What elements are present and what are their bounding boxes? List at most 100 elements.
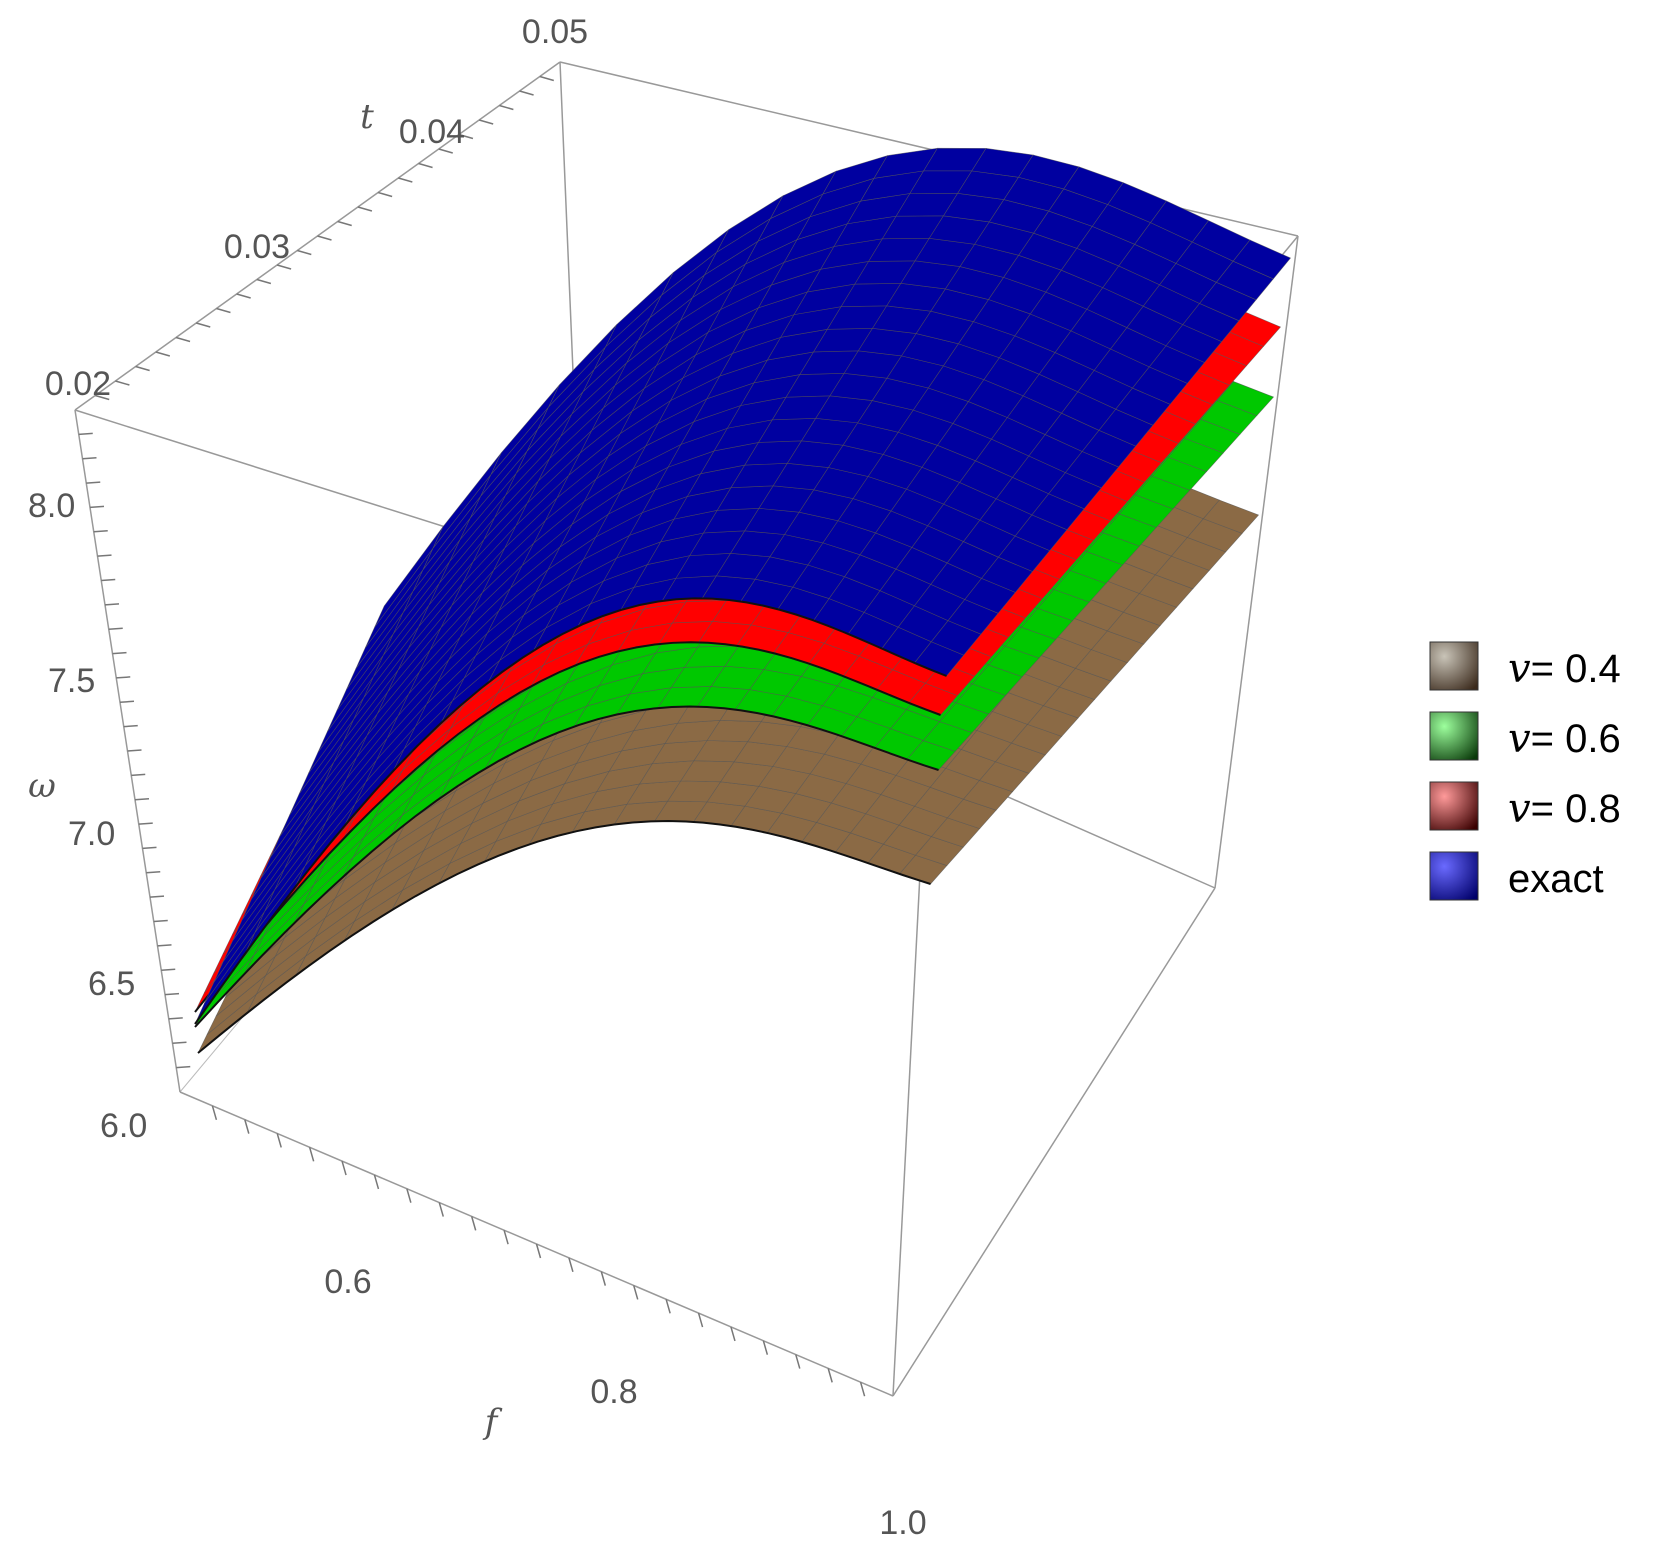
- omega-tick: [146, 871, 161, 874]
- omega-tick: [172, 1041, 187, 1045]
- surface-edge: [194, 597, 947, 1025]
- t-tick: [276, 264, 292, 270]
- f-axis-label: f: [482, 1402, 503, 1442]
- t-tick: [256, 278, 272, 285]
- f-tick: [341, 1160, 347, 1176]
- surface-cell: [1232, 239, 1292, 280]
- legend-label-v08: v= 0.8: [1508, 786, 1621, 832]
- omega-tick: [127, 749, 142, 752]
- t-tick: [115, 380, 130, 386]
- f-tick: [665, 1299, 671, 1314]
- f-tick-label: 0.8: [590, 1373, 637, 1411]
- t-tick: [216, 307, 231, 314]
- f-tick-label: 0.6: [324, 1263, 371, 1301]
- omega-tick: [149, 895, 165, 898]
- legend-label-v06: v= 0.6: [1508, 716, 1621, 762]
- omega-tick-label: 8.0: [28, 487, 75, 525]
- legend-swatch-v04: [1429, 641, 1479, 691]
- legend-label-exact: exact: [1508, 857, 1604, 901]
- f-tick: [276, 1133, 282, 1148]
- legend-swatch-v06: [1429, 711, 1479, 761]
- t-tick: [236, 293, 251, 299]
- t-tick-label: 0.03: [224, 228, 290, 266]
- f-tick: [600, 1271, 607, 1286]
- omega-tick: [176, 1065, 191, 1069]
- omega-tick: [168, 1017, 183, 1020]
- f-tick-label: 1.0: [879, 1504, 926, 1541]
- f-tick: [762, 1340, 769, 1355]
- t-tick: [95, 394, 110, 401]
- t-tick: [458, 133, 474, 140]
- t-tick-label: 0.02: [45, 365, 111, 403]
- omega-tick: [134, 797, 150, 801]
- legend: v= 0.4 v= 0.6 v= 0.8 exact: [1429, 641, 1621, 901]
- t-tick-label: 0.05: [522, 13, 588, 51]
- omega-tick: [161, 968, 176, 971]
- t-tick: [196, 322, 211, 328]
- legend-swatch-exact: [1429, 851, 1479, 901]
- t-tick: [418, 162, 433, 169]
- f-tick: [503, 1229, 509, 1245]
- omega-tick: [112, 651, 127, 655]
- t-tick: [175, 336, 191, 343]
- t-tick: [539, 75, 554, 82]
- legend-label-v04: v= 0.4: [1508, 646, 1621, 692]
- t-tick: [155, 351, 171, 357]
- omega-tick: [89, 505, 105, 509]
- omega-tick: [153, 919, 168, 923]
- surface-edge: [197, 820, 931, 1054]
- t-tick: [478, 119, 494, 125]
- f-tick: [211, 1105, 218, 1121]
- omega-tick-label: 7.0: [68, 815, 115, 853]
- omega-tick: [101, 578, 116, 582]
- omega-tick: [104, 603, 120, 606]
- f-tick: [859, 1381, 866, 1397]
- surface-edge: [194, 641, 941, 1013]
- omega-tick: [86, 481, 101, 484]
- surface-edge: [194, 705, 939, 1028]
- f-tick: [373, 1174, 380, 1190]
- omega-tick: [157, 944, 172, 947]
- omega-tick: [123, 724, 138, 728]
- f-tick: [406, 1188, 412, 1203]
- t-tick: [297, 249, 312, 256]
- t-axis-label: t: [360, 97, 374, 137]
- surface-exact: [194, 147, 1292, 1025]
- t-tick: [519, 90, 534, 96]
- axis-ticks: [78, 75, 866, 1397]
- f-tick: [827, 1368, 833, 1383]
- omega-tick: [97, 554, 112, 557]
- t-tick: [357, 206, 373, 212]
- omega-tick: [93, 530, 108, 533]
- f-tick: [633, 1285, 639, 1300]
- f-tick: [535, 1243, 542, 1259]
- omega-tick: [108, 627, 123, 630]
- surfaces: [194, 147, 1292, 1054]
- omega-tick-label: 6.5: [88, 965, 135, 1003]
- omega-tick: [78, 432, 93, 436]
- f-tick: [697, 1312, 704, 1328]
- f-tick: [470, 1216, 477, 1231]
- f-tick: [438, 1202, 444, 1217]
- box-edge: [1214, 235, 1299, 889]
- f-tick: [244, 1119, 250, 1134]
- omega-tick-label: 7.5: [48, 662, 95, 700]
- t-tick: [317, 235, 332, 241]
- surface-cell: [1216, 381, 1275, 417]
- surface-cell: [1202, 499, 1260, 534]
- omega-tick: [138, 822, 153, 825]
- t-tick: [135, 365, 150, 372]
- f-tick: [308, 1147, 315, 1162]
- omega-tick: [131, 773, 146, 777]
- f-tick: [795, 1354, 801, 1369]
- t-tick: [499, 104, 514, 111]
- omega-tick: [142, 846, 157, 850]
- f-tick: [568, 1257, 574, 1273]
- t-tick: [438, 148, 453, 154]
- t-tick-label: 0.04: [399, 113, 465, 151]
- legend-swatch-v08: [1429, 781, 1479, 831]
- box-edge: [892, 887, 1216, 1397]
- t-tick: [398, 177, 413, 183]
- omega-axis-label: ω: [28, 766, 56, 806]
